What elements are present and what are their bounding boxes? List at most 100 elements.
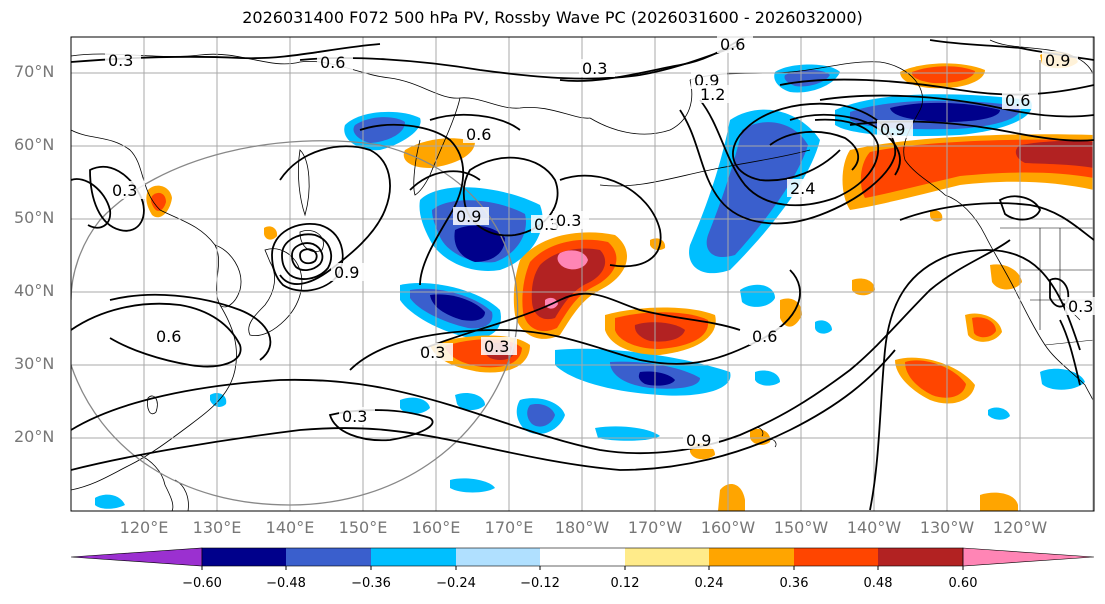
contour-west-north bbox=[89, 165, 145, 232]
contour-label: 0.6 bbox=[156, 327, 181, 346]
anomaly-neg-subtropic-dark bbox=[638, 371, 675, 386]
contour-label: 0.9 bbox=[456, 207, 481, 226]
contour-label: 0.3 bbox=[556, 211, 581, 230]
colorbar-swatch bbox=[371, 548, 456, 566]
contour-label-bg bbox=[105, 51, 141, 69]
anomaly-neg-south-small-2 bbox=[595, 426, 660, 441]
anomaly-pos-south-1 bbox=[718, 484, 745, 511]
contour-jet-north-2 bbox=[819, 94, 1094, 118]
contour-low-center-3 bbox=[299, 248, 318, 265]
colorbar-tick-10: 0.60 bbox=[948, 576, 978, 591]
colorbar-extend-min bbox=[70, 547, 203, 567]
contour-low-center-1 bbox=[281, 233, 332, 280]
contour-0-6-subtropical bbox=[71, 349, 896, 471]
contour-west-loop-2 bbox=[109, 293, 272, 361]
coast-north-america bbox=[944, 194, 1094, 406]
pv-contours bbox=[71, 37, 1094, 511]
contour-label-bg bbox=[697, 85, 733, 103]
contour-label-bg bbox=[1002, 91, 1038, 109]
contour-label: 0.9 bbox=[1045, 51, 1070, 70]
colorbar-tick-4: −0.24 bbox=[436, 576, 476, 591]
map-frame bbox=[70, 36, 1095, 512]
contour-east-pacific bbox=[899, 202, 1094, 241]
coast-bering bbox=[589, 79, 693, 135]
contour-label-bg bbox=[1042, 51, 1078, 69]
contour-central-loop-2 bbox=[409, 170, 481, 191]
contour-label-bg bbox=[579, 59, 615, 77]
anomaly-pos-east-4 bbox=[852, 278, 875, 296]
contour-label: 0.3 bbox=[484, 337, 509, 356]
map-title: 2026031400 F072 500 hPa PV, Rossby Wave … bbox=[242, 8, 863, 27]
colorbar-swatch bbox=[794, 548, 878, 566]
contour-label: 0.9 bbox=[880, 120, 905, 139]
colorbar-tick-5: −0.12 bbox=[520, 576, 560, 591]
contour-label-bg bbox=[153, 327, 189, 345]
contour-label-bg bbox=[749, 327, 785, 345]
lon-label-130e: 130°E bbox=[192, 518, 242, 537]
lon-label-120w: 120°W bbox=[992, 518, 1048, 537]
anomaly-pos-west-small-core bbox=[150, 192, 166, 211]
coast-taiwan bbox=[147, 395, 158, 415]
colorbar-tick-3: −0.36 bbox=[351, 576, 391, 591]
colorbar-swatch bbox=[540, 548, 625, 566]
anomaly-pos-west-small-2 bbox=[264, 226, 278, 240]
lat-label-40: 40°N bbox=[14, 281, 55, 300]
lon-label-120e: 120°E bbox=[119, 518, 169, 537]
anomaly-neg-east-small-4 bbox=[755, 370, 780, 386]
anomaly-pos-south-2 bbox=[980, 492, 1018, 511]
anomaly-pos-east-2-core bbox=[972, 317, 996, 338]
contour-label: 0.3 bbox=[342, 407, 367, 426]
contour-label-bg bbox=[683, 431, 719, 449]
contour-label-bg bbox=[787, 179, 823, 197]
contour-label: 0.9 bbox=[334, 263, 359, 282]
lon-label-160w: 160°W bbox=[700, 518, 756, 537]
contour-jet-loop-2 bbox=[699, 99, 879, 207]
contour-jet-north bbox=[779, 78, 1094, 96]
contour-label: 2.4 bbox=[790, 179, 815, 198]
contour-label: 0.6 bbox=[752, 327, 777, 346]
contour-0-3-mid-ridge bbox=[349, 269, 801, 371]
contour-kamchatka-trough-3 bbox=[429, 113, 521, 131]
contour-0-3-subtropical bbox=[71, 239, 1011, 455]
contour-jet-loop-4 bbox=[769, 130, 860, 171]
contour-kamchatka-trough bbox=[279, 145, 391, 285]
colorbar-tick-8: 0.36 bbox=[779, 576, 809, 591]
colorbar-frame bbox=[201, 547, 964, 567]
anomaly-neg-east-small-1 bbox=[740, 284, 775, 307]
contour-label-bg bbox=[717, 35, 753, 53]
contour-label-bg bbox=[481, 337, 517, 355]
coast-korea bbox=[214, 244, 242, 308]
lon-label-150w: 150°W bbox=[773, 518, 829, 537]
lon-label-150e: 150°E bbox=[338, 518, 388, 537]
lat-label-70: 70°N bbox=[14, 62, 55, 81]
anomaly-neg-east-small-3 bbox=[815, 320, 832, 334]
contour-east-coast bbox=[1059, 319, 1081, 386]
colorbar-swatch bbox=[456, 548, 540, 566]
anomaly-neg-south-small-5 bbox=[450, 478, 495, 493]
contour-label: 0.3 bbox=[108, 51, 133, 70]
contour-label: 0.6 bbox=[320, 53, 345, 72]
contour-label: 1.2 bbox=[700, 85, 725, 104]
anomaly-pos-arctic-core bbox=[911, 66, 975, 84]
lon-label-160e: 160°E bbox=[411, 518, 461, 537]
lat-label-60: 60°N bbox=[14, 135, 55, 154]
anomaly-neg-kamchatka-core bbox=[353, 117, 405, 143]
contour-0-9-trough-central bbox=[419, 292, 741, 351]
contour-label-bg bbox=[1065, 297, 1101, 315]
contour-label-bg bbox=[109, 181, 145, 199]
colorbar-tick-2: −0.48 bbox=[266, 576, 306, 591]
colorbar-extend-max bbox=[962, 547, 1095, 567]
contour-east-small bbox=[998, 195, 1041, 221]
lat-label-50: 50°N bbox=[14, 208, 55, 227]
lon-label-170w: 170°W bbox=[627, 518, 683, 537]
anomaly-neg-south-small-4 bbox=[455, 393, 485, 411]
contour-label-bg bbox=[453, 207, 489, 225]
colorbar-swatch bbox=[878, 548, 963, 566]
contour-label-bg bbox=[417, 343, 453, 361]
lon-label-140e: 140°E bbox=[265, 518, 315, 537]
contour-labels: 0.3 0.6 0.3 0.9 0.6 0.9 1.2 0.6 0.9 0.3 0.6 0.9 0.3 0… bbox=[105, 35, 1101, 450]
contour-label: 0.6 bbox=[1005, 91, 1030, 110]
anomaly-neg-southwest-small bbox=[95, 494, 125, 509]
